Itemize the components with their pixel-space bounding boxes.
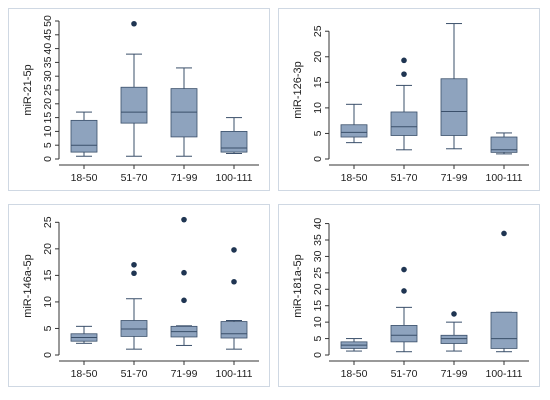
y-tick-label: 5 [42,325,54,331]
y-tick-label: 30 [312,250,324,262]
y-tick-label: 25 [312,25,324,37]
box [390,111,418,136]
y-tick-label: 15 [312,300,324,312]
y-tick-label: 15 [42,269,54,281]
boxplot-mir-146a: 0 5 10 15 20 25 miR-146a-5p 18-50 51-70 71-99 100-… [22,216,259,380]
y-tick-label: 20 [42,243,54,255]
y-tick-label: 20 [312,51,324,63]
x-category-label: 51-70 [391,368,418,380]
x-category-label: 18-50 [341,368,368,380]
y-tick-label: 10 [42,125,54,137]
y-axis-label: miR-181a-5p [292,254,304,318]
outlier-point [231,247,237,253]
x-category-label: 71-99 [441,368,468,380]
x-category-label: 71-99 [171,172,198,184]
panel-mir-126: 0 5 10 15 20 25 miR-126-3p 18-50 51-70 71-99 100-1… [278,8,540,191]
box [490,136,518,153]
y-tick-label: 25 [42,216,54,228]
panel-mir-146a: 0 5 10 15 20 25 miR-146a-5p 18-50 51-70 71-99 100-… [8,204,270,387]
y-tick-label: 0 [312,352,324,358]
y-tick-label: 0 [42,352,54,358]
x-category-label: 18-50 [341,172,368,184]
box [220,321,248,339]
x-category-label: 100-111 [216,172,253,184]
y-tick-label: 40 [42,43,54,55]
outlier-point [131,270,137,277]
box [390,325,418,343]
x-category-label: 51-70 [391,172,418,184]
x-category-label: 51-70 [121,172,148,184]
panel-mir-21: 0 5 10 15 20 25 30 35 40 45 50 miR-21-5p 18-50 51-70 7… [8,8,270,191]
x-category-label: 71-99 [441,172,468,184]
outlier-point [451,311,457,317]
x-category-label: 100-111 [486,368,523,380]
outlier-point [401,57,407,64]
y-tick-label: 10 [42,296,54,308]
x-category-label: 100-111 [486,172,523,184]
y-axis-label: miR-126-3p [292,61,304,118]
outlier-point [181,269,187,276]
x-category-label: 71-99 [171,368,198,380]
y-tick-label: 20 [42,98,54,110]
y-tick-label: 30 [42,70,54,82]
x-category-label: 100-111 [216,368,253,380]
y-axis-label: miR-146a-5p [22,254,34,318]
y-tick-label: 15 [312,76,324,88]
y-tick-label: 5 [312,335,324,341]
y-tick-label: 20 [312,283,324,295]
box [490,311,518,349]
y-tick-label: 35 [312,234,324,246]
outlier-point [501,230,507,237]
outlier-point [401,288,407,294]
y-tick-label: 10 [312,102,324,114]
outlier-point [401,71,407,77]
box [120,320,148,337]
box [170,88,198,138]
x-category-label: 18-50 [71,368,98,380]
outlier-point [401,266,407,273]
box [220,131,248,153]
panel-mir-181a: 0 5 10 15 20 25 30 35 40 miR-181a-5p 18-50 51-70 71-… [278,204,540,387]
box [120,86,148,124]
outlier-point [181,297,187,304]
y-tick-label: 0 [312,156,324,162]
boxplot-mir-126: 0 5 10 15 20 25 miR-126-3p 18-50 51-70 71-99 100-1… [292,23,529,184]
box [70,119,98,153]
y-tick-label: 5 [42,142,54,148]
y-tick-label: 0 [42,156,54,162]
outlier-point [231,278,237,285]
y-tick-label: 15 [42,112,54,124]
y-tick-label: 25 [42,84,54,96]
y-tick-label: 35 [42,56,54,68]
outlier-point [131,20,137,27]
y-tick-label: 25 [312,267,324,279]
outlier-point [131,261,137,268]
y-tick-label: 5 [312,130,324,136]
boxplot-mir-181a: 0 5 10 15 20 25 30 35 40 miR-181a-5p 18-50 51-70 71-… [292,218,529,380]
x-category-label: 18-50 [71,172,98,184]
y-tick-label: 50 [42,15,54,27]
y-axis-label: miR-21-5p [22,64,34,115]
x-category-label: 51-70 [121,368,148,380]
y-tick-label: 45 [42,29,54,41]
y-tick-label: 10 [312,316,324,328]
box [340,124,368,138]
box [440,78,468,136]
y-tick-label: 40 [312,218,324,230]
box [440,334,468,344]
outlier-point [181,216,187,223]
